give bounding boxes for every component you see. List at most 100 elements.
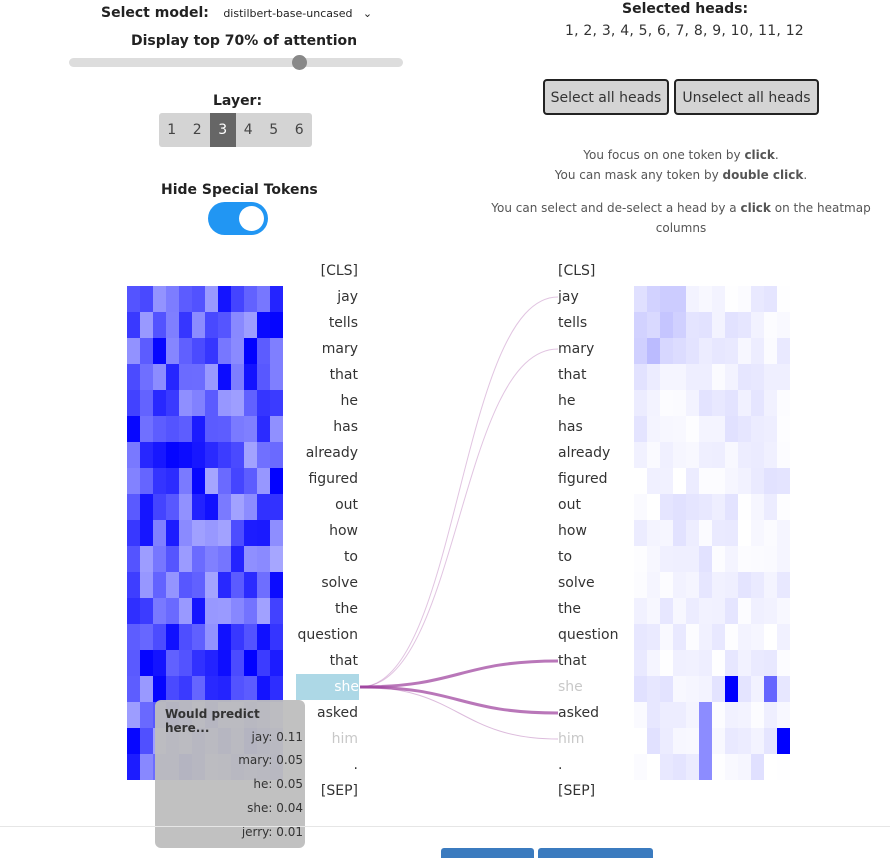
heatmap-cell[interactable] bbox=[153, 468, 166, 494]
heatmap-cell[interactable] bbox=[647, 520, 660, 546]
heatmap-cell[interactable] bbox=[205, 494, 218, 520]
heatmap-cell[interactable] bbox=[660, 702, 673, 728]
token-right[interactable]: mary bbox=[558, 341, 595, 357]
heatmap-cell[interactable] bbox=[751, 494, 764, 520]
heatmap-cell[interactable] bbox=[699, 468, 712, 494]
heatmap-cell[interactable] bbox=[777, 364, 790, 390]
heatmap-cell[interactable] bbox=[231, 520, 244, 546]
heatmap-cell[interactable] bbox=[764, 312, 777, 338]
heatmap-cell[interactable] bbox=[738, 546, 751, 572]
heatmap-cell[interactable] bbox=[218, 468, 231, 494]
heatmap-cell[interactable] bbox=[738, 390, 751, 416]
heatmap-cell[interactable] bbox=[751, 442, 764, 468]
heatmap-cell[interactable] bbox=[660, 442, 673, 468]
heatmap-cell[interactable] bbox=[673, 364, 686, 390]
heatmap-cell[interactable] bbox=[660, 312, 673, 338]
token-right[interactable]: jay bbox=[558, 289, 579, 305]
heatmap-cell[interactable] bbox=[673, 546, 686, 572]
heatmap-cell[interactable] bbox=[699, 520, 712, 546]
token-left[interactable]: mary bbox=[321, 341, 358, 357]
heatmap-cell[interactable] bbox=[738, 364, 751, 390]
heatmap-cell[interactable] bbox=[218, 598, 231, 624]
heatmap-cell[interactable] bbox=[764, 572, 777, 598]
heatmap-cell[interactable] bbox=[192, 546, 205, 572]
heatmap-cell[interactable] bbox=[673, 650, 686, 676]
heatmap-cell[interactable] bbox=[764, 364, 777, 390]
heatmap-cell[interactable] bbox=[712, 754, 725, 780]
heatmap-cell[interactable] bbox=[777, 598, 790, 624]
heatmap-cell[interactable] bbox=[218, 572, 231, 598]
heatmap-cell[interactable] bbox=[205, 598, 218, 624]
heatmap-cell[interactable] bbox=[712, 286, 725, 312]
token-right[interactable]: she bbox=[558, 679, 583, 695]
heatmap-cell[interactable] bbox=[218, 624, 231, 650]
heatmap-cell[interactable] bbox=[673, 494, 686, 520]
heatmap-cell[interactable] bbox=[166, 442, 179, 468]
heatmap-cell[interactable] bbox=[205, 442, 218, 468]
heatmap-cell[interactable] bbox=[751, 650, 764, 676]
heatmap-cell[interactable] bbox=[712, 520, 725, 546]
heatmap-cell[interactable] bbox=[712, 650, 725, 676]
heatmap-cell[interactable] bbox=[686, 390, 699, 416]
heatmap-cell[interactable] bbox=[699, 546, 712, 572]
heatmap-cell[interactable] bbox=[764, 494, 777, 520]
heatmap-cell[interactable] bbox=[777, 676, 790, 702]
token-right[interactable]: figured bbox=[558, 471, 608, 487]
heatmap-cell[interactable] bbox=[686, 468, 699, 494]
heatmap-cell[interactable] bbox=[153, 390, 166, 416]
heatmap-cell[interactable] bbox=[777, 442, 790, 468]
heatmap-cell[interactable] bbox=[140, 468, 153, 494]
model-selector[interactable]: Select model: distilbert-base-uncased ⌄ bbox=[101, 5, 372, 21]
heatmap-cell[interactable] bbox=[751, 702, 764, 728]
token-left[interactable]: tells bbox=[328, 315, 358, 331]
heatmap-cell[interactable] bbox=[751, 546, 764, 572]
heatmap-cell[interactable] bbox=[751, 416, 764, 442]
heatmap-cell[interactable] bbox=[712, 442, 725, 468]
heatmap-cell[interactable] bbox=[270, 416, 283, 442]
heatmap-cell[interactable] bbox=[218, 286, 231, 312]
heatmap-cell[interactable] bbox=[179, 494, 192, 520]
heatmap-cell[interactable] bbox=[179, 312, 192, 338]
heatmap-cell[interactable] bbox=[777, 416, 790, 442]
heatmap-cell[interactable] bbox=[244, 338, 257, 364]
heatmap-cell[interactable] bbox=[166, 598, 179, 624]
heatmap-cell[interactable] bbox=[712, 546, 725, 572]
heatmap-cell[interactable] bbox=[244, 650, 257, 676]
token-left[interactable]: she bbox=[296, 674, 359, 700]
heatmap-cell[interactable] bbox=[751, 676, 764, 702]
heatmap-cell[interactable] bbox=[127, 416, 140, 442]
heatmap-cell[interactable] bbox=[647, 702, 660, 728]
heatmap-cell[interactable] bbox=[777, 338, 790, 364]
heatmap-cell[interactable] bbox=[699, 754, 712, 780]
heatmap-cell[interactable] bbox=[712, 598, 725, 624]
heatmap-cell[interactable] bbox=[231, 312, 244, 338]
heatmap-cell[interactable] bbox=[192, 468, 205, 494]
heatmap-cell[interactable] bbox=[686, 598, 699, 624]
heatmap-cell[interactable] bbox=[686, 338, 699, 364]
heatmap-cell[interactable] bbox=[257, 286, 270, 312]
heatmap-cell[interactable] bbox=[699, 702, 712, 728]
heatmap-cell[interactable] bbox=[738, 676, 751, 702]
heatmap-cell[interactable] bbox=[699, 286, 712, 312]
heatmap-cell[interactable] bbox=[699, 442, 712, 468]
token-left[interactable]: out bbox=[335, 497, 358, 513]
heatmap-cell[interactable] bbox=[231, 572, 244, 598]
heatmap-cell[interactable] bbox=[686, 702, 699, 728]
heatmap-cell[interactable] bbox=[660, 572, 673, 598]
heatmap-cell[interactable] bbox=[257, 650, 270, 676]
heatmap-cell[interactable] bbox=[153, 416, 166, 442]
heatmap-cell[interactable] bbox=[153, 546, 166, 572]
heatmap-cell[interactable] bbox=[764, 338, 777, 364]
heatmap-cell[interactable] bbox=[764, 468, 777, 494]
heatmap-cell[interactable] bbox=[673, 520, 686, 546]
heatmap-cell[interactable] bbox=[140, 676, 153, 702]
heatmap-cell[interactable] bbox=[764, 754, 777, 780]
heatmap-cell[interactable] bbox=[140, 520, 153, 546]
heatmap-cell[interactable] bbox=[725, 390, 738, 416]
heatmap-cell[interactable] bbox=[634, 494, 647, 520]
heatmap-cell[interactable] bbox=[660, 338, 673, 364]
heatmap-cell[interactable] bbox=[192, 364, 205, 390]
heatmap-cell[interactable] bbox=[725, 546, 738, 572]
heatmap-cell[interactable] bbox=[647, 338, 660, 364]
heatmap-cell[interactable] bbox=[140, 624, 153, 650]
